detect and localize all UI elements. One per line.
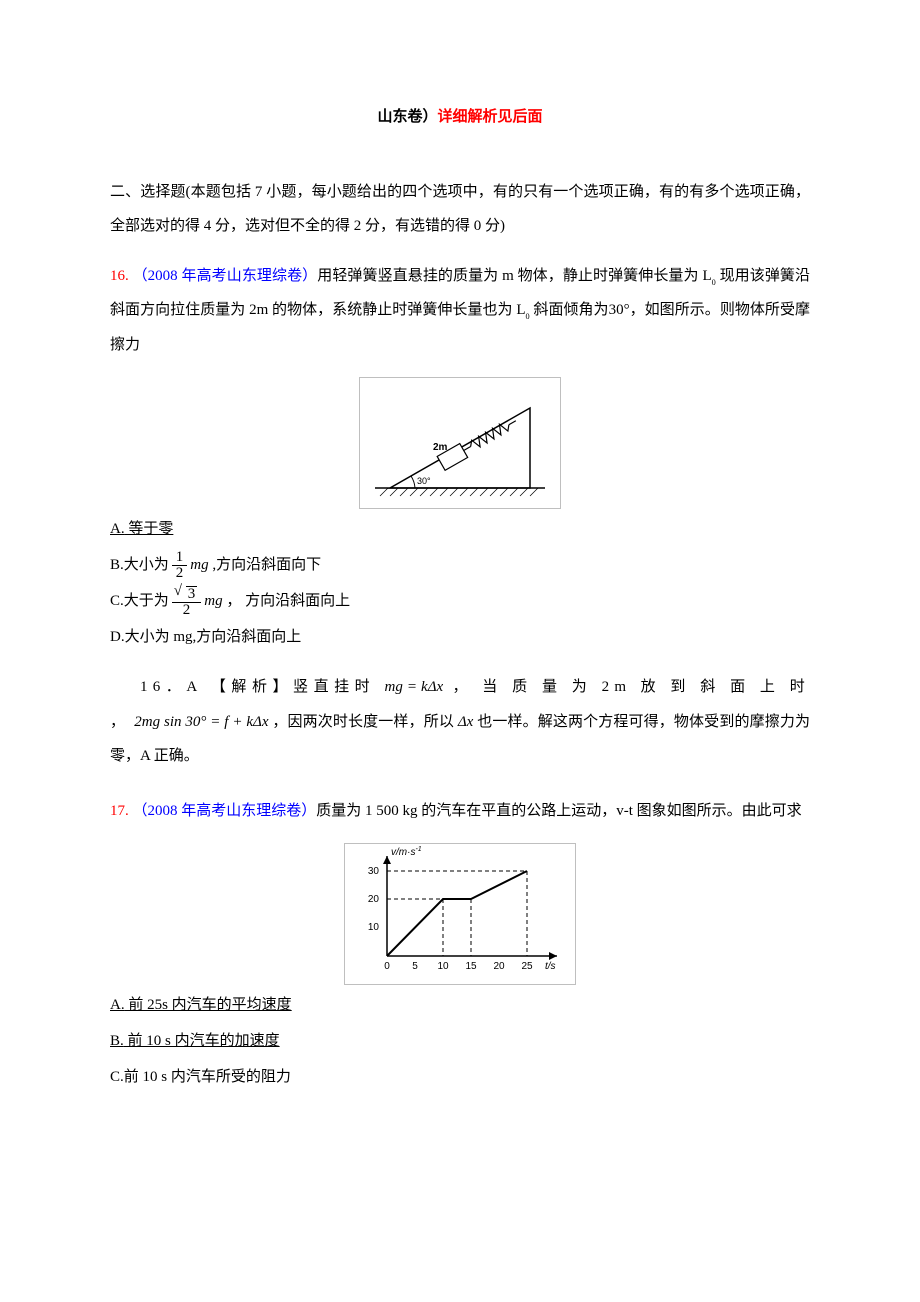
svg-text:5: 5	[412, 961, 418, 972]
title-black: 山东卷）	[377, 109, 437, 125]
q16-stem: 16. （2008 年高考山东理综卷）用轻弹簧竖直悬挂的质量为 m 物体，静止时…	[110, 259, 810, 363]
q16-sol-s2m: ，因两次时长度一样，所以	[269, 714, 458, 730]
svg-text:10: 10	[437, 961, 449, 972]
q16-B-tail: ,方向沿斜面向下	[209, 557, 322, 573]
svg-text:20: 20	[493, 961, 505, 972]
q16-sol-eq1: mg = kΔx	[385, 679, 444, 695]
q16-C-prefix: C.	[110, 593, 124, 609]
q16-B-prefix: B.	[110, 557, 124, 573]
q16-C-before: 大于为	[124, 593, 169, 609]
q17-C-text: 前 10 s 内汽车所受的阻力	[124, 1069, 291, 1085]
q17-A-prefix: A.	[110, 997, 125, 1013]
q17-option-C: C.前 10 s 内汽车所受的阻力	[110, 1059, 810, 1095]
q16-sol-dx: Δx	[458, 714, 473, 730]
q17-option-B: B. 前 10 s 内汽车的加速度	[110, 1023, 810, 1059]
q16-source: （2008 年高考山东理综卷）	[133, 268, 318, 284]
incline-diagram-icon: 30° 2m	[359, 377, 561, 509]
svg-text:0: 0	[384, 961, 390, 972]
angle-label: 30°	[417, 476, 431, 486]
svg-text:25: 25	[521, 961, 533, 972]
q16-number: 16.	[110, 268, 133, 284]
q16-C-tail: ， 方向沿斜面向上	[223, 593, 351, 609]
q17-B-text: 前 10 s 内汽车的加速度	[124, 1033, 280, 1049]
q17-chart: 30 20 10 0 5 10 15 20 25 v/m·s-1 t/s	[110, 843, 810, 985]
q16-sol-s1b: 竖直挂时	[293, 679, 384, 695]
svg-text:30: 30	[368, 866, 380, 877]
q16-B-mg: mg	[190, 557, 208, 573]
document-page: 山东卷）详细解析见后面 二、选择题(本题包括 7 小题，每小题给出的四个选项中，…	[0, 0, 920, 1302]
q16-stem-1: 用轻弹簧竖直悬挂的质量为 m 物体，静止时弹簧伸长量为	[317, 268, 698, 284]
q16-D-text: 大小为 mg,方向沿斜面向上	[125, 629, 302, 645]
q16-sol-s2a: 也一样。解这两个方程可得，物体受	[473, 714, 719, 730]
q16-sol-eq2: 2mg sin 30° = f + kΔx	[134, 714, 268, 730]
q16-C-mg: mg	[204, 593, 222, 609]
q16-L0a-L: L	[702, 268, 711, 284]
q16-option-D: D.大小为 mg,方向沿斜面向上	[110, 619, 810, 655]
q17-number: 17.	[110, 803, 133, 819]
mass-label: 2m	[433, 442, 448, 453]
q16-sol-label: 16．A 【解析】	[140, 679, 293, 695]
vt-chart-icon: 30 20 10 0 5 10 15 20 25 v/m·s-1 t/s	[344, 843, 576, 985]
q17-stem-text: 质量为 1 500 kg 的汽车在平直的公路上运动，v-t 图象如图所示。由此可…	[316, 803, 801, 819]
q16-A-prefix: A.	[110, 521, 125, 537]
title-red: 详细解析见后面	[438, 109, 543, 125]
q16-B-before: 大小为	[124, 557, 169, 573]
q17-stem: 17. （2008 年高考山东理综卷）质量为 1 500 kg 的汽车在平直的公…	[110, 794, 810, 829]
svg-text:t/s: t/s	[545, 961, 556, 972]
q16-option-A: A. 等于零	[110, 511, 810, 547]
fraction-icon: 12	[172, 550, 188, 581]
q17-option-A: A. 前 25s 内汽车的平均速度	[110, 987, 810, 1023]
q16-solution: 16．A 【解析】竖直挂时 mg = kΔx ， 当 质 量 为 2m 放 到 …	[110, 670, 810, 774]
svg-text:20: 20	[368, 894, 380, 905]
q17-A-text: 前 25s 内汽车的平均速度	[125, 997, 292, 1013]
q17-B-prefix: B.	[110, 1033, 124, 1049]
section-instructions: 二、选择题(本题包括 7 小题，每小题给出的四个选项中，有的只有一个选项正确，有…	[110, 175, 810, 244]
page-title: 山东卷）详细解析见后面	[110, 100, 810, 135]
q17-C-prefix: C.	[110, 1069, 124, 1085]
fraction-icon: 32	[172, 586, 202, 618]
q16-option-B: B.大小为12mg ,方向沿斜面向下	[110, 547, 810, 583]
q16-figure: 30° 2m	[110, 377, 810, 509]
q16-D-prefix: D.	[110, 629, 125, 645]
q16-option-C: C.大于为32mg ， 方向沿斜面向上	[110, 583, 810, 619]
q17-source: （2008 年高考山东理综卷）	[133, 803, 317, 819]
svg-text:10: 10	[368, 922, 380, 933]
svg-text:v/m·s-1: v/m·s-1	[391, 846, 422, 858]
q16-A-text: 等于零	[125, 521, 174, 537]
svg-text:15: 15	[465, 961, 477, 972]
